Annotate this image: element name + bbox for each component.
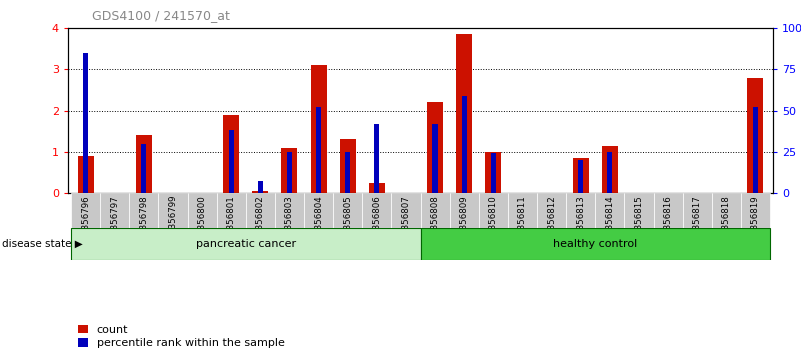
- Bar: [78, 156, 94, 193]
- Bar: [340, 139, 356, 193]
- Text: GSM356800: GSM356800: [198, 195, 207, 248]
- Text: GSM356811: GSM356811: [518, 195, 527, 248]
- FancyBboxPatch shape: [566, 193, 595, 258]
- Bar: [83, 53, 88, 193]
- FancyBboxPatch shape: [537, 193, 566, 258]
- Legend: count, percentile rank within the sample: count, percentile rank within the sample: [78, 325, 284, 348]
- Text: GSM356803: GSM356803: [285, 195, 294, 248]
- Text: GSM356808: GSM356808: [431, 195, 440, 248]
- FancyBboxPatch shape: [654, 193, 682, 258]
- Bar: [457, 34, 473, 193]
- FancyBboxPatch shape: [187, 193, 216, 258]
- Bar: [287, 152, 292, 193]
- Text: GSM356804: GSM356804: [314, 195, 323, 248]
- Bar: [485, 152, 501, 193]
- Text: healthy control: healthy control: [553, 239, 638, 249]
- Bar: [427, 102, 443, 193]
- FancyBboxPatch shape: [712, 193, 741, 258]
- FancyBboxPatch shape: [392, 193, 421, 258]
- FancyBboxPatch shape: [333, 193, 362, 258]
- Text: GDS4100 / 241570_at: GDS4100 / 241570_at: [92, 9, 230, 22]
- FancyBboxPatch shape: [595, 193, 625, 258]
- Text: GSM356796: GSM356796: [81, 195, 90, 247]
- FancyBboxPatch shape: [71, 193, 100, 258]
- Bar: [578, 160, 583, 193]
- Bar: [461, 96, 467, 193]
- Bar: [345, 152, 350, 193]
- Text: GSM356801: GSM356801: [227, 195, 235, 248]
- FancyBboxPatch shape: [682, 193, 712, 258]
- Text: GSM356802: GSM356802: [256, 195, 265, 248]
- Bar: [228, 130, 234, 193]
- FancyBboxPatch shape: [421, 193, 449, 258]
- Bar: [258, 181, 263, 193]
- Text: GSM356815: GSM356815: [634, 195, 643, 248]
- FancyBboxPatch shape: [449, 193, 479, 258]
- Bar: [281, 148, 297, 193]
- Bar: [374, 124, 380, 193]
- Bar: [311, 65, 327, 193]
- Bar: [421, 228, 770, 260]
- Text: GSM356818: GSM356818: [722, 195, 731, 248]
- FancyBboxPatch shape: [304, 193, 333, 258]
- FancyBboxPatch shape: [508, 193, 537, 258]
- Text: pancreatic cancer: pancreatic cancer: [195, 239, 296, 249]
- FancyBboxPatch shape: [246, 193, 275, 258]
- Bar: [433, 124, 437, 193]
- Text: GSM356819: GSM356819: [751, 195, 760, 247]
- FancyBboxPatch shape: [625, 193, 654, 258]
- Bar: [71, 228, 421, 260]
- FancyBboxPatch shape: [479, 193, 508, 258]
- Bar: [368, 183, 384, 193]
- Text: GSM356799: GSM356799: [168, 195, 178, 247]
- Text: GSM356805: GSM356805: [343, 195, 352, 248]
- FancyBboxPatch shape: [216, 193, 246, 258]
- Bar: [753, 107, 758, 193]
- Bar: [747, 78, 763, 193]
- FancyBboxPatch shape: [275, 193, 304, 258]
- FancyBboxPatch shape: [100, 193, 129, 258]
- Text: GSM356817: GSM356817: [693, 195, 702, 248]
- Bar: [607, 152, 613, 193]
- Text: GSM356809: GSM356809: [460, 195, 469, 247]
- Bar: [252, 191, 268, 193]
- Bar: [602, 145, 618, 193]
- FancyBboxPatch shape: [159, 193, 187, 258]
- FancyBboxPatch shape: [129, 193, 159, 258]
- Bar: [223, 115, 239, 193]
- Text: GSM356816: GSM356816: [663, 195, 673, 248]
- Bar: [136, 135, 152, 193]
- FancyBboxPatch shape: [741, 193, 770, 258]
- Text: GSM356798: GSM356798: [139, 195, 148, 247]
- Text: disease state ▶: disease state ▶: [2, 239, 83, 249]
- Bar: [573, 158, 589, 193]
- FancyBboxPatch shape: [362, 193, 392, 258]
- Bar: [141, 144, 147, 193]
- Text: GSM356814: GSM356814: [606, 195, 614, 248]
- Text: GSM356797: GSM356797: [111, 195, 119, 247]
- Text: GSM356812: GSM356812: [547, 195, 556, 248]
- Text: GSM356813: GSM356813: [576, 195, 586, 248]
- Bar: [491, 153, 496, 193]
- Text: GSM356810: GSM356810: [489, 195, 498, 248]
- Text: GSM356806: GSM356806: [372, 195, 381, 248]
- Text: GSM356807: GSM356807: [401, 195, 410, 248]
- Bar: [316, 107, 321, 193]
